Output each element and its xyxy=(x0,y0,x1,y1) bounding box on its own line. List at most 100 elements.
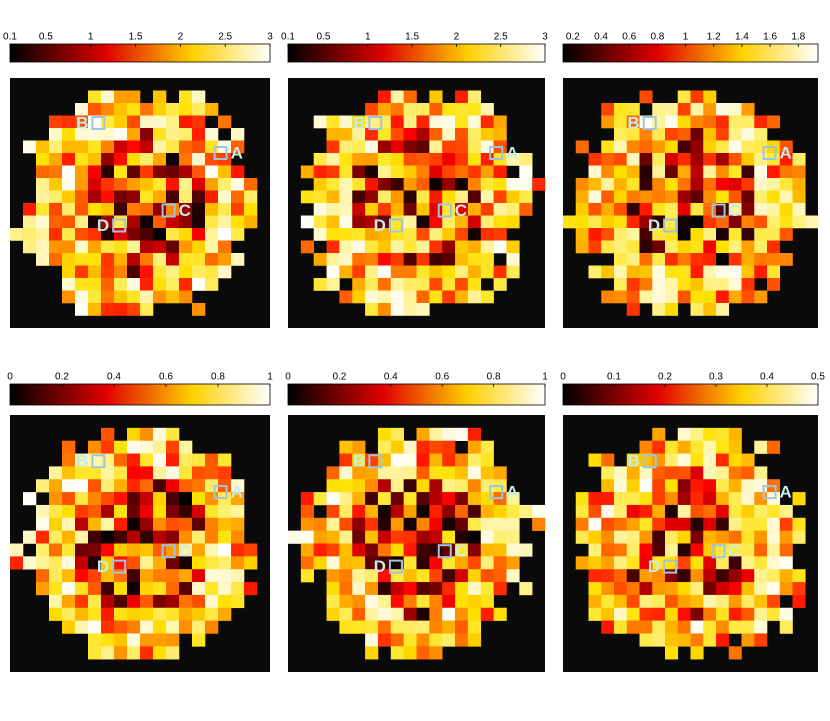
heatmap-cell xyxy=(127,90,141,104)
heatmap-cell xyxy=(506,265,520,279)
heatmap-cell xyxy=(377,466,392,480)
heatmap-cell xyxy=(231,504,245,519)
heatmap-cell xyxy=(218,504,232,519)
heatmap-cell xyxy=(767,594,781,609)
heatmap-cell xyxy=(429,90,443,104)
heatmap-cell xyxy=(467,466,482,480)
heatmap-cell xyxy=(716,253,730,266)
heatmap-cell xyxy=(244,543,258,557)
heatmap-cell xyxy=(403,556,417,570)
heatmap-cell xyxy=(455,115,469,129)
heatmap-cell xyxy=(416,290,430,304)
heatmap-cell xyxy=(88,228,102,241)
heatmap-cell xyxy=(467,90,482,104)
heatmap-cell xyxy=(716,633,730,647)
heatmap-cell xyxy=(741,178,755,191)
heatmap-cell xyxy=(506,190,520,204)
heatmap-cell xyxy=(614,165,628,179)
heatmap-cell xyxy=(626,530,640,544)
heatmap-cell xyxy=(326,115,340,129)
heatmap-cell xyxy=(390,543,404,557)
heatmap-cell xyxy=(429,427,443,441)
heatmap-cell xyxy=(49,128,63,141)
heatmap-cell xyxy=(205,215,219,229)
heatmap-cell xyxy=(690,153,704,166)
heatmap-cell xyxy=(690,440,704,454)
heatmap-cell xyxy=(114,582,128,596)
heatmap-cell xyxy=(75,556,89,570)
heatmap-cell xyxy=(205,240,219,254)
colorbar-tick-label: 2.5 xyxy=(494,32,508,43)
heatmap-cell xyxy=(614,265,628,279)
heatmap-cell xyxy=(140,303,154,316)
heatmap-cell xyxy=(467,556,482,570)
heatmap-cell xyxy=(101,178,115,191)
heatmap-cell xyxy=(588,453,602,467)
colorbar-tick-label: 1.5 xyxy=(405,32,419,43)
heatmap-cell xyxy=(601,530,615,544)
heatmap-cell xyxy=(652,215,666,229)
heatmap-cell xyxy=(23,228,37,241)
heatmap-cell xyxy=(716,215,730,229)
heatmap-cell xyxy=(127,479,141,493)
heatmap-cell xyxy=(390,140,404,154)
heatmap-cell xyxy=(339,517,353,531)
heatmap-cell xyxy=(166,165,180,179)
heatmap-cell xyxy=(614,569,628,583)
heatmap-cell xyxy=(728,165,742,179)
heatmap-cell xyxy=(352,153,366,166)
heatmap-cell xyxy=(416,607,430,621)
heatmap-cell xyxy=(429,594,443,609)
heatmap-cell xyxy=(377,140,392,154)
roi-marker xyxy=(161,203,176,218)
heatmap-cell xyxy=(49,607,63,621)
heatmap-cell xyxy=(716,228,730,241)
heatmap-cell xyxy=(677,153,691,166)
heatmap-cell xyxy=(339,203,353,216)
heatmap-cell xyxy=(416,215,430,229)
heatmap-cell xyxy=(390,278,404,291)
heatmap-cell xyxy=(36,140,50,154)
heatmap-cell xyxy=(101,646,115,660)
heatmap-cell xyxy=(166,492,180,506)
heatmap-cell xyxy=(601,556,615,570)
heatmap-cell xyxy=(442,517,456,531)
heatmap-cell xyxy=(403,530,417,544)
roi-label: B xyxy=(353,113,365,132)
heatmap-cell xyxy=(467,203,482,216)
heatmap-cell xyxy=(779,165,793,179)
heatmap-cell xyxy=(88,153,102,166)
heatmap-cell xyxy=(728,115,742,129)
roi-marker xyxy=(762,485,777,500)
heatmap-cell xyxy=(639,569,653,583)
heatmap-cell xyxy=(690,203,704,216)
heatmap-cell xyxy=(601,607,615,621)
heatmap-cell xyxy=(626,128,640,141)
heatmap-cell xyxy=(588,153,602,166)
colorbar xyxy=(9,43,271,63)
heatmap-cell xyxy=(690,543,704,557)
heatmap-cell xyxy=(403,646,417,660)
roi-marker xyxy=(112,559,127,574)
heatmap-cell xyxy=(716,265,730,279)
heatmap-cell xyxy=(467,582,482,596)
heatmap-cell xyxy=(231,543,245,557)
heatmap-cell xyxy=(677,265,691,279)
heatmap-cell xyxy=(390,607,404,621)
heatmap-cell xyxy=(62,290,76,304)
heatmap-cell xyxy=(575,190,589,204)
heatmap-cell xyxy=(665,178,679,191)
heatmap-cell xyxy=(23,530,37,544)
heatmap-cell xyxy=(493,215,507,229)
heatmap-cell xyxy=(179,517,193,531)
heatmap-cell xyxy=(88,440,102,454)
colorbar-tick-label: 1.6 xyxy=(763,32,777,43)
roi-marker xyxy=(368,116,383,130)
heatmap-cell xyxy=(205,530,219,544)
heatmap-cell xyxy=(300,240,314,254)
heatmap-cell xyxy=(792,530,806,544)
heatmap-cell xyxy=(652,517,666,531)
heatmap-cell xyxy=(665,594,679,609)
roi-marker xyxy=(213,485,228,500)
